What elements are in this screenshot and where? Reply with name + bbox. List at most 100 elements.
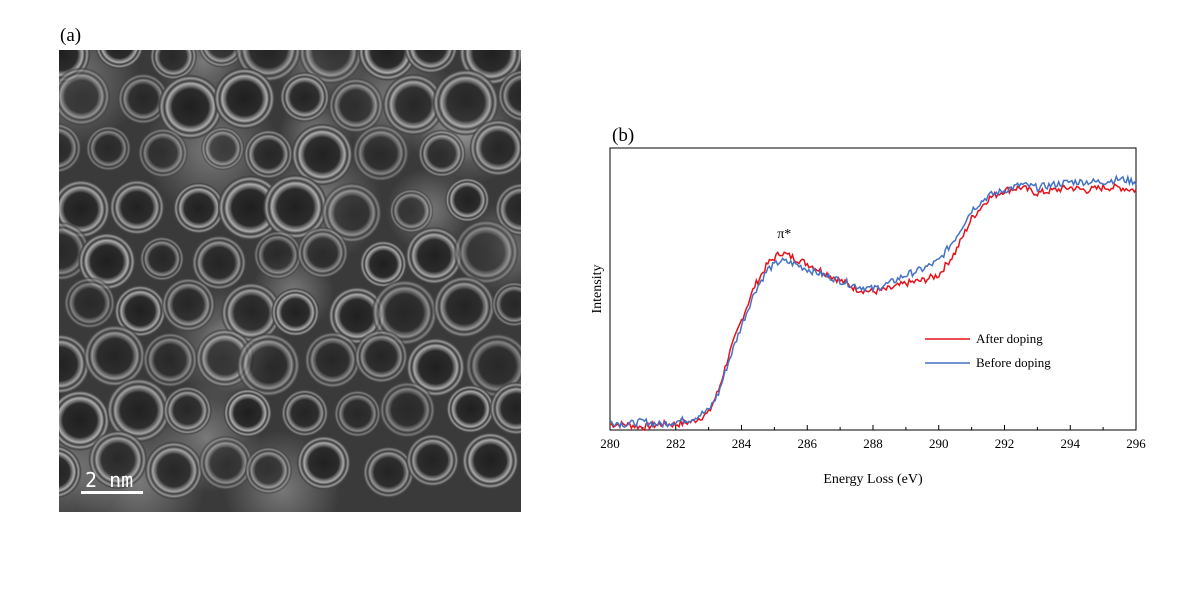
pi-star-annotation: π* [777,227,791,242]
nanoparticle [351,124,410,182]
nanoparticle [371,279,439,347]
nanoparticle [106,377,172,443]
nanoparticle [108,179,166,236]
nanoparticle [198,50,245,68]
legend: After doping Before doping [925,331,1051,370]
series-lines [609,174,1137,432]
nanoparticle [59,389,111,451]
panel-label-a: (a) [60,25,82,46]
nanoparticle [362,446,415,499]
x-tick-label: 280 [600,436,620,451]
nanoparticle [494,182,521,237]
nanoparticle [296,226,349,279]
legend-label-before: Before doping [976,355,1051,370]
nanoparticle [333,389,382,438]
scale-bar: 2 nm [81,468,143,494]
nanoparticle [378,381,436,439]
nanoparticle [417,129,466,178]
nanoparticle [354,329,409,384]
nanoparticle [359,240,408,288]
nanoparticle [270,287,320,337]
x-axis-ticks: 280 282 284 286 288 290 292 294 296 [600,425,1146,451]
nanoparticle [432,68,500,137]
nanoparticle [139,236,185,282]
nanoparticle [280,388,329,438]
nanoparticle [279,71,330,123]
nanoparticle [444,177,490,223]
x-tick-label: 286 [798,436,818,451]
nanoparticle [59,333,91,395]
scale-bar-label: 2 nm [85,468,133,492]
nanoparticle [489,381,521,436]
panel-label-b: (b) [612,125,635,146]
scale-bar-line [81,491,143,494]
x-tick-label: 296 [1126,436,1146,451]
nanoparticle [63,276,116,330]
x-tick-label: 292 [995,436,1015,451]
nanoparticle [172,182,225,235]
nanoparticle [405,226,464,285]
nanoparticle [461,431,520,490]
x-tick-label: 282 [666,436,686,451]
nanoparticle [88,430,148,490]
x-tick-label: 294 [1061,436,1081,451]
nanoparticle [303,331,362,389]
nanoparticle [491,281,521,328]
legend-label-after: After doping [976,331,1043,346]
nanoparticle [445,384,495,434]
nanoparticle [149,50,198,81]
x-tick-label: 288 [863,436,883,451]
x-axis-title: Energy Loss (eV) [823,472,923,487]
nanoparticle [142,331,199,388]
nanoparticle [59,67,111,126]
nanoparticle [262,174,329,240]
nanoparticle [191,234,248,291]
nanoparticle [220,282,283,344]
nanoparticle [200,126,245,171]
nanoparticle [464,332,521,399]
nanoparticle [113,284,167,338]
nanoparticle [59,122,82,174]
nanoparticle [389,188,434,234]
nanoparticle [497,69,521,123]
nanoparticle [243,129,294,180]
nanoparticle [244,446,293,495]
nanoparticle [321,182,383,244]
nanoparticle [432,275,496,339]
y-axis-title: Intensity [590,265,605,314]
nanoparticle [253,230,303,280]
x-tick-label: 284 [732,436,752,451]
nanoparticle [117,72,170,125]
nanoparticle [144,441,204,500]
nanoparticle [327,286,387,345]
nanoparticle [296,435,352,491]
series-line-before-doping [609,174,1137,429]
nanoparticle [137,127,189,179]
nanoparticle [469,119,521,177]
nanoparticle [95,50,144,70]
nanoparticle [405,337,466,398]
nanoparticle [223,388,273,438]
eels-chart: 280 282 284 286 288 290 292 294 296 π* Energy Lo… [590,147,1146,487]
series-line-after-doping [609,182,1137,432]
nanoparticle [162,385,213,436]
nanoparticle [157,74,223,140]
nanoparticle [198,435,254,491]
x-tick-label: 290 [929,436,949,451]
nanoparticle [77,232,137,291]
nanoparticle [213,67,276,130]
nanoparticle [405,433,460,488]
nanoparticle [161,277,216,332]
nanoparticle [85,125,132,172]
nanoparticle-rings [59,50,521,512]
nanoparticle [357,50,418,82]
nanoparticle [83,324,147,388]
nanoparticle [403,50,458,74]
nanoparticle [59,445,82,499]
tem-micrograph: 2 nm [59,50,521,512]
nanoparticle [290,123,354,186]
nanoparticle [382,73,445,136]
nanoparticle [328,77,384,134]
nanoparticle [453,219,519,285]
nanoparticle [236,332,301,398]
